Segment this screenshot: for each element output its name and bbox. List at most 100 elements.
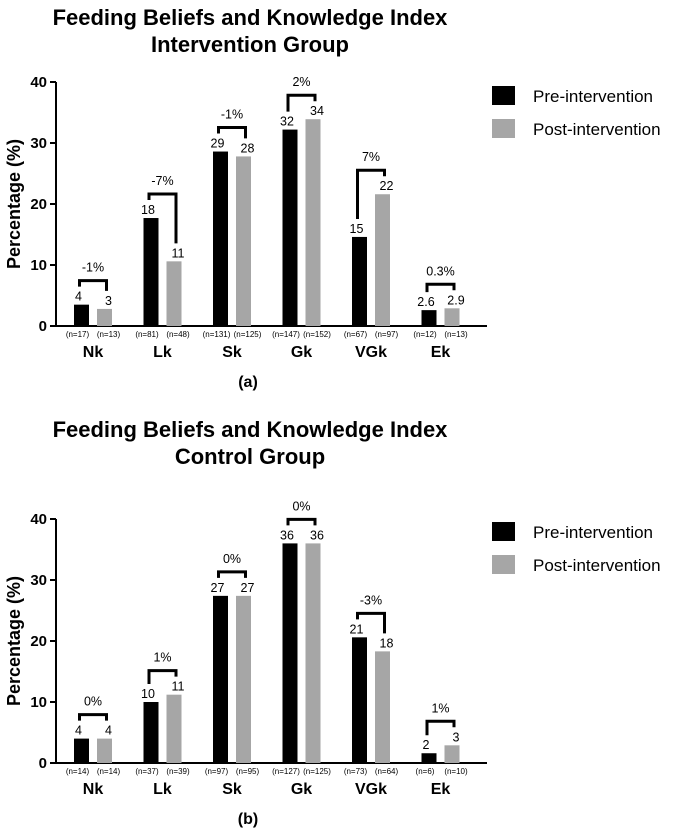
- difference-bracket: [356, 168, 386, 219]
- difference-bracket: [78, 713, 108, 721]
- difference-label: -1%: [221, 108, 243, 122]
- y-tick-label: 40: [30, 511, 47, 528]
- legend-label-post: Post-intervention: [533, 120, 661, 139]
- y-tick-label: 30: [30, 572, 47, 589]
- bar-n-label: (n=81): [135, 330, 159, 339]
- x-tick-label: Nk: [83, 344, 104, 361]
- bar-value-label: 18: [141, 203, 155, 217]
- legend-label-pre: Pre-intervention: [533, 87, 653, 106]
- x-tick-label: Lk: [153, 781, 172, 798]
- bar-n-label: (n=10): [444, 767, 468, 776]
- bar-n-label: (n=6): [416, 767, 435, 776]
- difference-label: 0%: [292, 499, 310, 513]
- bar-n-label: (n=13): [444, 330, 468, 339]
- bar-n-label: (n=48): [166, 330, 190, 339]
- difference-label: 0%: [223, 552, 241, 566]
- bar-pre-intervention: [143, 218, 159, 326]
- bar-post-intervention: [444, 308, 460, 326]
- y-tick-label: 20: [30, 196, 47, 213]
- bar-post-intervention: [236, 156, 251, 326]
- bar-value-label: 18: [380, 636, 394, 650]
- bar-post-intervention: [236, 595, 251, 763]
- bar-value-label: 21: [350, 622, 364, 636]
- bar-pre-intervention: [421, 753, 437, 763]
- bar-post-intervention: [97, 738, 112, 763]
- difference-label: -3%: [360, 593, 382, 607]
- chart-title: Feeding Beliefs and Knowledge Index: [53, 5, 449, 30]
- chart-subtitle: Intervention Group: [151, 32, 349, 57]
- bar-value-label: 36: [280, 528, 294, 542]
- bar-n-label: (n=39): [166, 767, 190, 776]
- bar-n-label: (n=152): [303, 330, 331, 339]
- bar-value-label: 28: [241, 141, 255, 155]
- bar-pre-intervention: [282, 543, 298, 763]
- bar-post-intervention: [375, 651, 390, 763]
- bar-value-label: 11: [172, 246, 185, 260]
- bar-n-label: (n=37): [135, 767, 159, 776]
- bar-value-label: 4: [75, 290, 82, 304]
- bar-value-label: 22: [380, 179, 394, 193]
- x-tick-label: Sk: [222, 344, 242, 361]
- bar-value-label: 3: [105, 294, 112, 308]
- bar-value-label: 27: [211, 581, 225, 595]
- bar-value-label: 36: [310, 528, 324, 542]
- y-axis-title: Percentage (%): [4, 139, 24, 269]
- legend-swatch-post: [492, 119, 515, 138]
- y-tick-label: 10: [30, 694, 47, 711]
- bar-n-label: (n=13): [97, 330, 121, 339]
- bar-n-label: (n=97): [375, 330, 399, 339]
- bar-pre-intervention: [213, 595, 228, 763]
- difference-bracket: [147, 669, 178, 684]
- bar-value-label: 34: [310, 104, 324, 118]
- x-tick-label: Ek: [431, 781, 451, 798]
- legend-label-pre: Pre-intervention: [533, 523, 653, 542]
- bar-value-label: 3: [453, 730, 460, 744]
- difference-bracket: [78, 279, 108, 291]
- chart-title: Feeding Beliefs and Knowledge Index: [53, 417, 449, 442]
- bar-value-label: 32: [280, 115, 294, 129]
- legend-label-post: Post-intervention: [533, 556, 661, 575]
- bar-n-label: (n=67): [344, 330, 368, 339]
- bar-n-label: (n=125): [234, 330, 262, 339]
- bar-post-intervention: [444, 745, 460, 763]
- bar-post-intervention: [375, 194, 390, 326]
- bar-post-intervention: [166, 261, 182, 326]
- bar-n-label: (n=64): [375, 767, 399, 776]
- bar-value-label: 2: [423, 738, 430, 752]
- legend-swatch-pre: [492, 86, 515, 105]
- bar-n-label: (n=73): [344, 767, 368, 776]
- difference-label: 2%: [292, 75, 310, 89]
- difference-label: -7%: [151, 174, 173, 188]
- y-axis-title: Percentage (%): [4, 576, 24, 706]
- legend-swatch-post: [492, 555, 515, 574]
- bar-n-label: (n=12): [413, 330, 437, 339]
- legend-swatch-pre: [492, 522, 515, 541]
- chart-subtitle: Control Group: [175, 444, 325, 469]
- bar-value-label: 4: [105, 724, 112, 738]
- bar-pre-intervention: [74, 304, 89, 326]
- bar-n-label: (n=125): [303, 767, 331, 776]
- y-tick-label: 20: [30, 633, 47, 650]
- y-tick-label: 0: [39, 318, 47, 335]
- difference-bracket: [286, 517, 317, 526]
- bar-value-label: 10: [141, 687, 155, 701]
- bar-n-label: (n=97): [205, 767, 229, 776]
- bar-post-intervention: [305, 119, 321, 327]
- chart-panel-a: Feeding Beliefs and Knowledge IndexInter…: [4, 5, 661, 391]
- x-tick-label: VGk: [355, 344, 387, 361]
- chart-panel-b: Feeding Beliefs and Knowledge IndexContr…: [4, 417, 661, 828]
- bar-post-intervention: [305, 543, 321, 763]
- difference-label: -1%: [82, 261, 104, 275]
- bar-value-label: 29: [211, 137, 225, 151]
- difference-label: 1%: [153, 651, 171, 665]
- bar-pre-intervention: [352, 236, 367, 326]
- difference-bracket: [356, 611, 386, 634]
- bar-n-label: (n=147): [272, 330, 300, 339]
- bar-pre-intervention: [143, 702, 159, 763]
- bar-value-label: 11: [172, 680, 185, 694]
- bar-pre-intervention: [213, 151, 228, 326]
- x-tick-label: Sk: [222, 781, 242, 798]
- difference-bracket: [286, 93, 317, 112]
- difference-bracket: [425, 719, 456, 736]
